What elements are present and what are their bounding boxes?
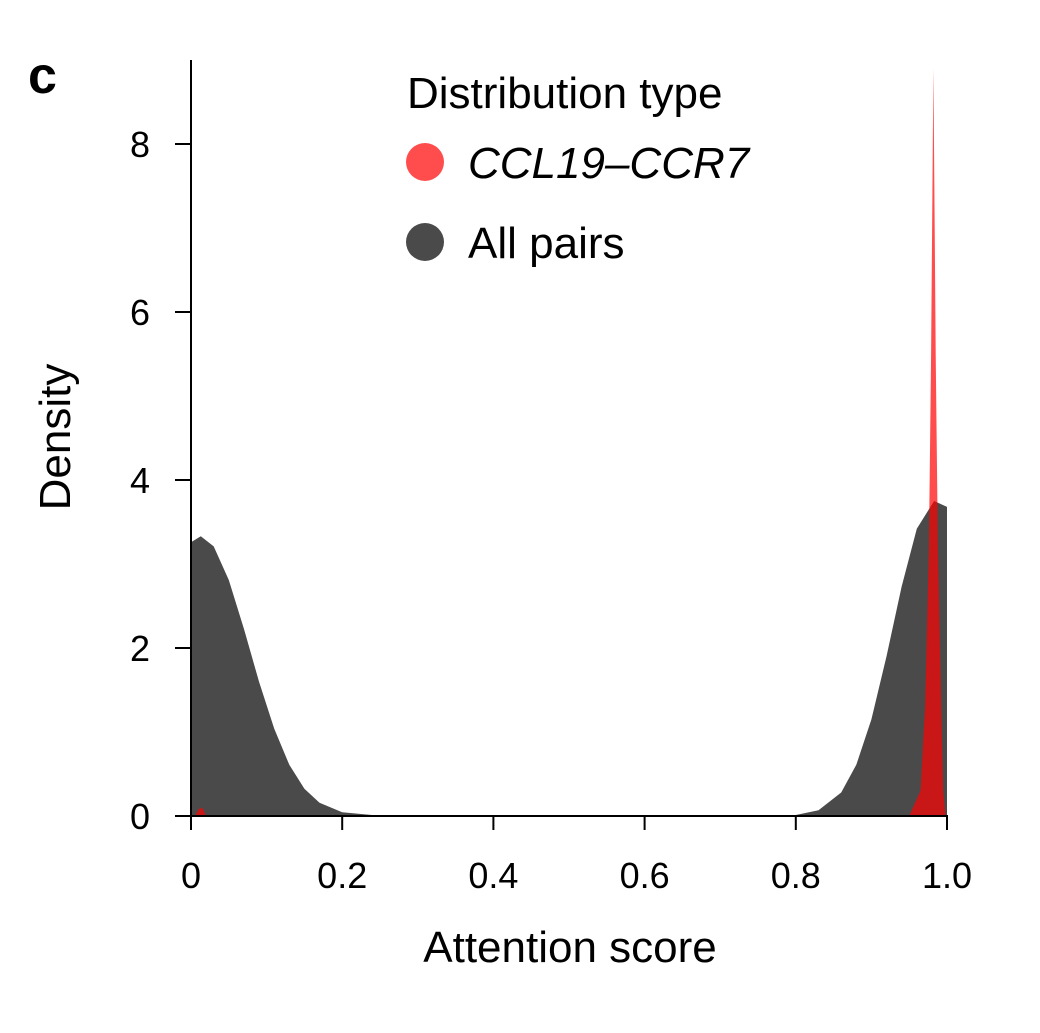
- legend-marker-ccl19-ccr7: [406, 143, 444, 181]
- x-axis-label: Attention score: [423, 923, 717, 972]
- x-ticks: 0 0.2 0.4 0.6 0.8 1.0: [181, 816, 972, 896]
- y-tick-label: 0: [130, 796, 150, 837]
- y-ticks: 0 2 4 6 8: [130, 124, 191, 837]
- plot-areas: [191, 68, 947, 816]
- x-tick-label: 0.2: [317, 855, 367, 896]
- y-tick-label: 8: [130, 124, 150, 165]
- legend: Distribution type CCL19–CCR7 All pairs: [406, 69, 751, 268]
- legend-marker-all-pairs: [406, 223, 444, 261]
- x-tick-label: 1.0: [922, 855, 972, 896]
- y-tick-label: 2: [130, 628, 150, 669]
- panel-label: c: [28, 47, 57, 105]
- y-axis-label: Density: [31, 364, 80, 511]
- x-tick-label: 0.8: [771, 855, 821, 896]
- legend-label-ccl19-ccr7: CCL19–CCR7: [468, 139, 751, 188]
- x-tick-label: 0: [181, 855, 201, 896]
- x-tick-label: 0.6: [620, 855, 670, 896]
- x-tick-label: 0.4: [468, 855, 518, 896]
- density-area-all-pairs: [191, 501, 947, 816]
- legend-title: Distribution type: [407, 69, 722, 118]
- legend-label-all-pairs: All pairs: [468, 219, 625, 268]
- y-tick-label: 6: [130, 292, 150, 333]
- y-tick-label: 4: [130, 460, 150, 501]
